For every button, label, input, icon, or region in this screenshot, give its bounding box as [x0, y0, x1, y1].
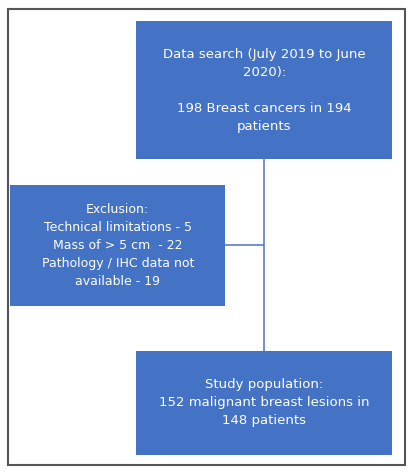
Text: Study population:
152 malignant breast lesions in
148 patients: Study population: 152 malignant breast l… [159, 378, 370, 428]
FancyBboxPatch shape [10, 185, 225, 306]
FancyBboxPatch shape [136, 21, 392, 159]
Text: Data search (July 2019 to June
2020):

198 Breast cancers in 194
patients: Data search (July 2019 to June 2020): 19… [163, 47, 366, 133]
FancyBboxPatch shape [136, 351, 392, 455]
Text: Exclusion:
Technical limitations - 5
Mass of > 5 cm  - 22
Pathology / IHC data n: Exclusion: Technical limitations - 5 Mas… [42, 203, 194, 288]
